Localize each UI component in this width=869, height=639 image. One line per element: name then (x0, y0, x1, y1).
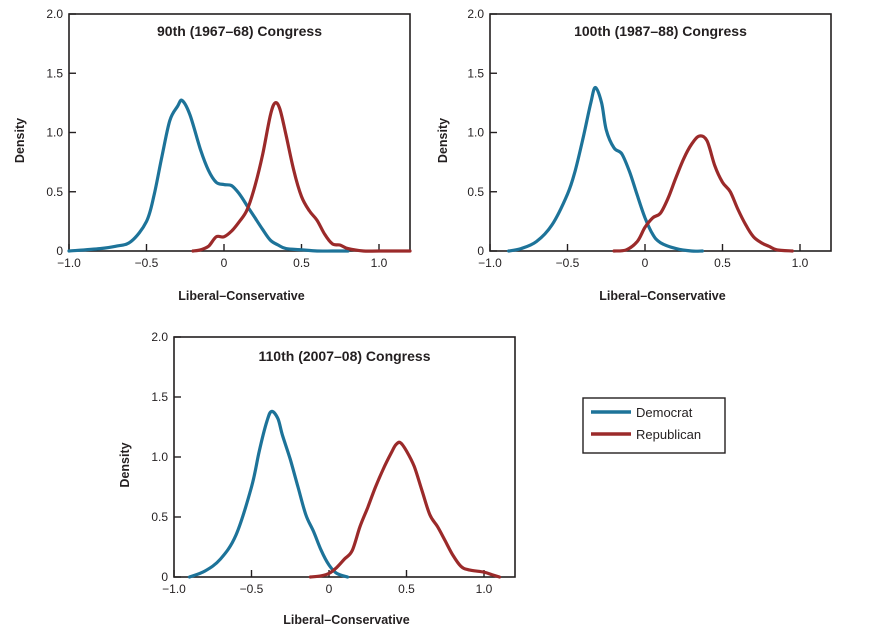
y-tick-label: 1.0 (467, 126, 484, 140)
y-tick-label: 1.5 (46, 66, 63, 80)
y-tick-label: 2.0 (151, 330, 168, 344)
series-line-republican (308, 440, 502, 579)
y-tick-label: 1.5 (151, 390, 168, 404)
x-tick-label: 0.5 (293, 256, 310, 270)
y-tick-label: 2.0 (467, 7, 484, 21)
chart-panel-2: 0 0.5 1.0 1.5 2.0 −1.0 −0.5 0 0.5 1.0 100th (1987–… (436, 7, 832, 303)
plot-frame (489, 13, 832, 252)
series-line-democrat (507, 85, 704, 253)
y-axis-label: Density (13, 118, 27, 163)
x-tick-label: 1.0 (476, 582, 493, 596)
y-tick-label: 0.5 (151, 510, 168, 524)
plot-frame (173, 336, 516, 578)
x-tick-label: 0 (642, 256, 649, 270)
x-axis-label: Liberal–Conservative (599, 289, 725, 303)
x-tick-label: 0 (326, 582, 333, 596)
series-line-democrat (187, 409, 350, 579)
y-tick-label: 1.5 (467, 66, 484, 80)
y-tick-label: 1.0 (151, 450, 168, 464)
y-tick-label: 0 (477, 244, 484, 258)
x-tick-label: −0.5 (556, 256, 580, 270)
x-tick-label: −1.0 (162, 582, 186, 596)
x-tick-label: 1.0 (792, 256, 809, 270)
x-axis-label: Liberal–Conservative (283, 613, 409, 627)
y-tick-label: 0 (56, 244, 63, 258)
x-tick-label: 1.0 (371, 256, 388, 270)
x-tick-label: −0.5 (135, 256, 159, 270)
x-tick-label: 0.5 (398, 582, 415, 596)
chart-title: 90th (1967–68) Congress (157, 23, 322, 39)
chart-title: 100th (1987–88) Congress (574, 23, 747, 39)
x-tick-label: 0.5 (714, 256, 731, 270)
chart-panel-1: 0 0.5 1.0 1.5 2.0 −1.0 −0.5 0 0.5 1.0 90th (1967–6… (13, 7, 412, 303)
x-tick-label: −1.0 (478, 256, 502, 270)
x-tick-label: −1.0 (57, 256, 81, 270)
y-axis-label: Density (118, 442, 132, 487)
legend: Democrat Republican (582, 397, 726, 454)
y-tick-label: 1.0 (46, 126, 63, 140)
chart-panel-3: 0 0.5 1.0 1.5 2.0 −1.0 −0.5 0 0.5 1.0 110th (2007–… (118, 330, 516, 627)
x-axis-label: Liberal–Conservative (178, 289, 304, 303)
y-tick-label: 0 (161, 570, 168, 584)
chart-title: 110th (2007–08) Congress (259, 348, 431, 364)
legend-label-democrat: Democrat (636, 405, 693, 420)
series-line-republican (612, 134, 794, 253)
plot-frame (68, 13, 411, 252)
x-tick-label: 0 (221, 256, 228, 270)
y-tick-label: 0.5 (46, 185, 63, 199)
series-line-democrat (67, 98, 350, 253)
x-tick-label: −0.5 (240, 582, 264, 596)
y-tick-label: 0.5 (467, 185, 484, 199)
series-line-republican (191, 101, 412, 253)
legend-label-republican: Republican (636, 427, 701, 442)
y-axis-label: Density (436, 118, 450, 163)
legend-box (582, 397, 726, 454)
y-tick-label: 2.0 (46, 7, 63, 21)
